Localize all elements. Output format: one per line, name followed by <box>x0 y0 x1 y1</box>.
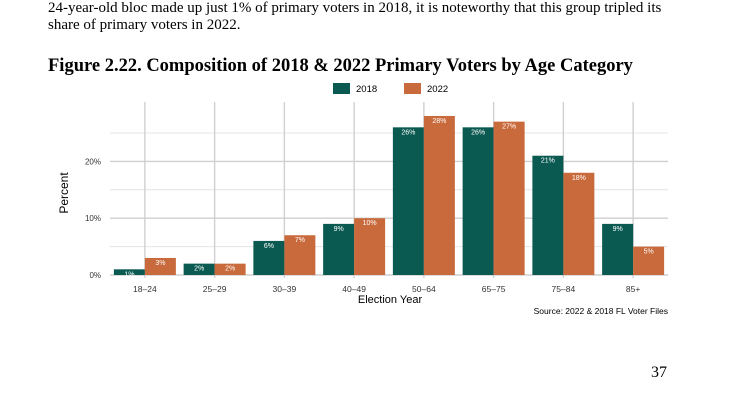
bars <box>113 115 665 276</box>
bar-label: 3% <box>155 260 165 267</box>
bar-2022-8 <box>633 246 665 275</box>
x-tick-label: 75–84 <box>552 284 576 294</box>
bar-2018-7 <box>532 155 564 275</box>
bar-label: 9% <box>334 226 344 233</box>
bar-2022-6 <box>493 121 525 275</box>
y-tick-label: 20% <box>85 157 101 166</box>
bar-label: 9% <box>613 226 623 233</box>
bar-label: 21% <box>541 158 555 165</box>
x-axis-title: Election Year <box>358 294 423 306</box>
legend: 2018 2022 <box>333 83 448 95</box>
bar-2018-4 <box>323 223 355 275</box>
x-tick-label: 25–29 <box>203 284 227 294</box>
bar-labels: 1% 3% 2% 2% 6% 7% 9% 10% 26% 28% 26% 27% 21% 18% 9% 5% <box>124 118 653 278</box>
bar-2022-7 <box>563 172 595 275</box>
bar-label: 7% <box>295 237 305 244</box>
bar-2022-5 <box>423 115 455 276</box>
bar-2022-4 <box>354 218 386 275</box>
bar-2022-2 <box>214 263 246 275</box>
bar-label: 1% <box>124 271 134 278</box>
bar-2022-1 <box>144 257 176 275</box>
x-tick-label: 85+ <box>626 284 640 294</box>
bar-2018-2 <box>183 263 215 275</box>
source-note: Source: 2022 & 2018 FL Voter Files <box>534 306 668 316</box>
bar-label: 6% <box>264 243 274 250</box>
y-axis-title: Percent <box>57 172 71 214</box>
bar-label: 26% <box>401 129 415 136</box>
intro-paragraph: 24-year-old bloc made up just 1% of prim… <box>48 0 662 33</box>
axes: 18–24 25–29 30–39 40–49 50–64 65–75 75–84 85+ 0%… <box>57 157 668 316</box>
bar-2018-1 <box>113 269 145 275</box>
legend-swatch-2018 <box>333 83 350 94</box>
bar-2018-8 <box>602 223 634 275</box>
bar-2018-5 <box>392 127 424 275</box>
x-tick-label: 50–64 <box>412 284 436 294</box>
y-tick-label: 10% <box>85 214 101 223</box>
bar-label: 2% <box>225 266 235 273</box>
x-tick-label: 30–39 <box>273 284 297 294</box>
bar-label: 5% <box>644 249 654 256</box>
x-tick-label: 65–75 <box>482 284 506 294</box>
legend-swatch-2022 <box>404 83 421 94</box>
x-tick-label: 18–24 <box>133 284 157 294</box>
page-number: 37 <box>651 364 667 381</box>
legend-label-2022: 2022 <box>427 84 448 95</box>
bar-label: 2% <box>194 266 204 273</box>
legend-label-2018: 2018 <box>356 84 377 95</box>
y-tick-label: 0% <box>89 271 101 280</box>
bar-2022-3 <box>284 235 316 275</box>
figure-title: Figure 2.22. Composition of 2018 & 2022 … <box>48 56 633 76</box>
bar-label: 10% <box>363 220 377 227</box>
x-tick-label: 40–49 <box>342 284 366 294</box>
bar-label: 27% <box>502 124 516 131</box>
bar-label: 18% <box>572 175 586 182</box>
bar-label: 26% <box>471 129 485 136</box>
bar-label: 28% <box>432 118 446 125</box>
bar-2018-6 <box>462 127 494 275</box>
bar-2018-3 <box>253 240 285 275</box>
